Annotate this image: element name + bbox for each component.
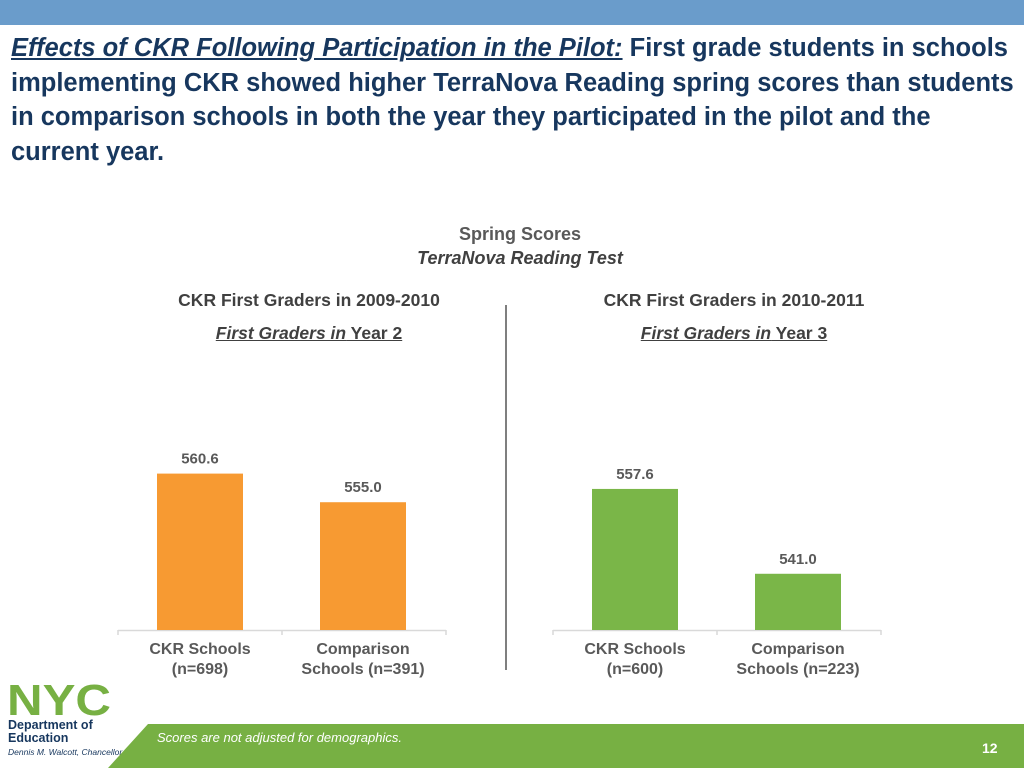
nyc-logo: NYC <box>7 682 111 718</box>
department-name: Department of Education <box>8 718 93 745</box>
data-label: 555.0 <box>344 479 382 496</box>
chart-subtitle-test: TerraNova Reading Test <box>417 248 623 268</box>
svg-text:NYC: NYC <box>7 682 111 718</box>
panel-title-right: CKR First Graders in 2010-2011 <box>603 290 865 310</box>
bar <box>157 473 243 630</box>
bar <box>592 488 678 630</box>
slide-headline: Effects of CKR Following Participation i… <box>11 31 1016 169</box>
data-label: 541.0 <box>779 551 817 568</box>
panel-subtitle-right: First Graders in Year 3 <box>640 323 828 343</box>
chancellor-name: Dennis M. Walcott, Chancellor <box>8 747 123 757</box>
panel-title-left: CKR First Graders in 2009-2010 <box>178 290 440 310</box>
page-number: 12 <box>982 740 998 756</box>
footer-bar <box>108 724 1024 768</box>
bar-charts: 560.6 555.0 557.6 541.0 <box>117 451 882 635</box>
top-accent-bar <box>0 0 1024 25</box>
category-label: Comparison Schools (n=391) <box>301 641 425 678</box>
panel-divider <box>505 305 507 670</box>
data-label: 557.6 <box>616 466 654 483</box>
footnote: Scores are not adjusted for demographics… <box>157 730 402 745</box>
category-label: Comparison Schools (n=223) <box>736 641 860 678</box>
chart-subtitle: Spring Scores <box>458 224 582 244</box>
category-label: CKR Schools (n=698) <box>149 641 251 678</box>
panel-subtitle-left: First Graders in Year 2 <box>215 323 403 343</box>
category-label: CKR Schools (n=600) <box>584 641 686 678</box>
bar <box>755 573 841 630</box>
headline-lead: Effects of CKR Following Participation i… <box>11 34 623 62</box>
headline-body: First grade students in schools implemen… <box>11 34 1014 166</box>
data-label: 560.6 <box>181 451 219 468</box>
bar <box>320 502 406 630</box>
